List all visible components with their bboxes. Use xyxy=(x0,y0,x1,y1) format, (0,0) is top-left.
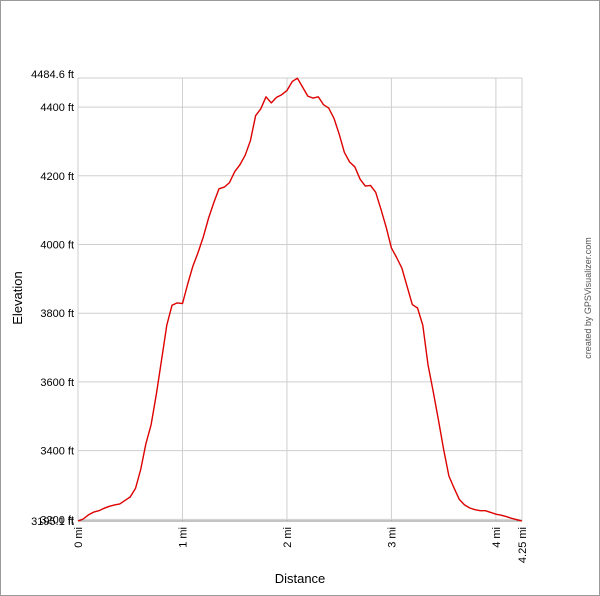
x-tick-label: 3 mi xyxy=(386,527,398,548)
x-tick-label: 0 mi xyxy=(73,527,85,548)
y-tick-label: 3400 ft xyxy=(40,446,74,458)
y-axis-title: Elevation xyxy=(10,271,25,324)
y-tick-label: 4400 ft xyxy=(40,102,74,114)
y-tick-label: 4200 ft xyxy=(40,171,74,183)
y-tick-label: 3195.1 ft xyxy=(31,516,74,528)
plot-axes xyxy=(77,78,522,522)
y-tick-label: 3800 ft xyxy=(40,308,74,320)
series-layer xyxy=(77,77,523,522)
grid-lines xyxy=(77,77,523,522)
x-tick-label: 2 mi xyxy=(282,527,294,548)
x-axis-title: Distance xyxy=(275,571,326,586)
credit-text: created by GPSVisualizer.com xyxy=(583,237,593,358)
y-tick-label: 4000 ft xyxy=(40,239,74,251)
x-tick-label: 1 mi xyxy=(177,527,189,548)
x-tick-label: 4.25 mi xyxy=(517,527,529,563)
x-tick-label: 4 mi xyxy=(491,527,503,548)
y-tick-label: 3600 ft xyxy=(40,377,74,389)
y-tick-label: 3200 ft xyxy=(40,514,74,526)
elevation-profile-line xyxy=(77,77,523,522)
y-tick-label: 4484.6 ft xyxy=(31,69,74,81)
